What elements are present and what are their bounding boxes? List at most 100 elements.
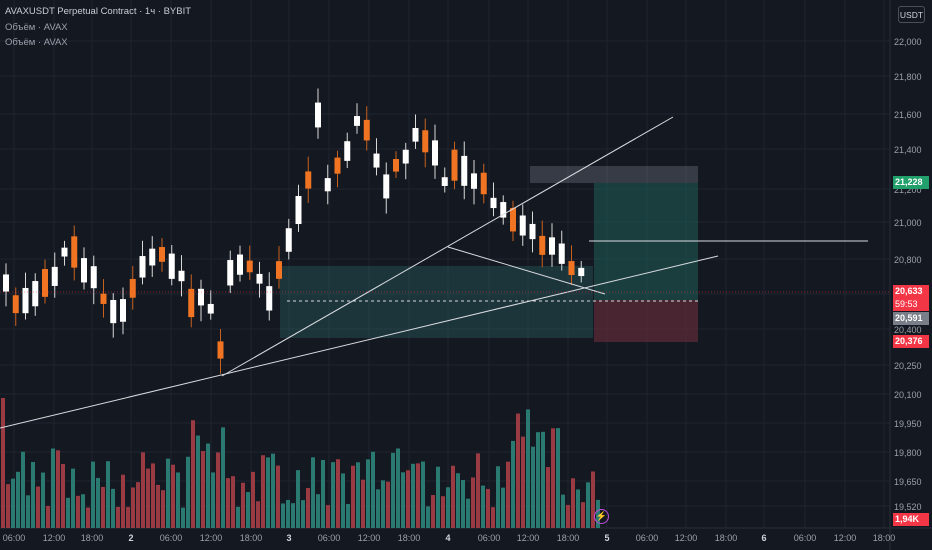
time-tick-label: 18:00 bbox=[714, 533, 738, 543]
candle-body bbox=[256, 273, 263, 284]
volume-bar bbox=[351, 465, 355, 528]
volume-indicator-label-1[interactable]: Объём · AVAX bbox=[5, 22, 68, 33]
candle-body bbox=[100, 293, 107, 304]
candle-body bbox=[363, 119, 370, 141]
volume-bar bbox=[206, 443, 210, 528]
volume-bar bbox=[371, 451, 375, 528]
price-tick-label: 19,950 bbox=[894, 419, 922, 429]
candle-body bbox=[237, 254, 243, 275]
time-tick-label: 6 bbox=[761, 533, 767, 543]
volume-bar bbox=[71, 468, 75, 528]
volume-indicator-label-2[interactable]: Объём · AVAX bbox=[5, 37, 68, 48]
candle-body bbox=[529, 223, 536, 240]
candle-body bbox=[451, 149, 458, 181]
candle-body bbox=[246, 260, 253, 273]
volume-bar bbox=[81, 494, 85, 528]
volume-bar bbox=[421, 461, 425, 528]
candle-body bbox=[61, 247, 68, 257]
price-tick-label: 21,600 bbox=[894, 110, 922, 120]
price-tick-label: 21,000 bbox=[894, 218, 922, 228]
volume-bar bbox=[436, 466, 440, 528]
volume-bar bbox=[246, 492, 250, 528]
time-tick-label: 2 bbox=[128, 533, 134, 543]
lightning-icon[interactable]: ⚡ bbox=[594, 509, 609, 524]
price-tick-label: 21,200 bbox=[894, 185, 922, 195]
volume-bar bbox=[106, 461, 110, 528]
candle-body bbox=[383, 174, 390, 199]
time-tick-label: 06:00 bbox=[159, 533, 183, 543]
time-tick-label: 3 bbox=[286, 533, 292, 543]
candle-body bbox=[295, 195, 302, 225]
volume-bar bbox=[271, 453, 275, 528]
volume-bar bbox=[181, 507, 185, 528]
stop-loss-badge: 20,376 bbox=[893, 335, 929, 348]
take-profit-badge: 21,228 bbox=[893, 176, 929, 189]
volume-badge: 1,94K bbox=[893, 513, 929, 526]
time-tick-label: 18:00 bbox=[239, 533, 263, 543]
volume-bar bbox=[21, 451, 25, 528]
candle-body bbox=[315, 102, 321, 128]
candle-body bbox=[578, 267, 585, 277]
candle-body bbox=[42, 269, 48, 297]
candle-body bbox=[3, 274, 9, 292]
volume-bar bbox=[256, 501, 260, 528]
volume-bar bbox=[581, 502, 585, 528]
stop-loss-zone bbox=[594, 300, 698, 342]
time-tick-label: 06:00 bbox=[477, 533, 501, 543]
volume-bar bbox=[541, 431, 545, 528]
volume-bar bbox=[306, 487, 310, 528]
volume-bar bbox=[91, 461, 95, 528]
volume-bar bbox=[221, 427, 225, 528]
volume-bar bbox=[11, 478, 15, 528]
volume-bar bbox=[296, 470, 300, 528]
volume-bar bbox=[291, 503, 295, 528]
price-tick-label: 21,400 bbox=[894, 145, 922, 155]
currency-button[interactable]: USDT bbox=[898, 6, 925, 23]
time-tick-label: 12:00 bbox=[357, 533, 381, 543]
volume-bar bbox=[476, 453, 480, 528]
volume-bar bbox=[136, 482, 140, 528]
volume-bar bbox=[46, 506, 50, 528]
volume-bar bbox=[586, 482, 590, 528]
rising-trend-line bbox=[221, 116, 674, 377]
candle-body bbox=[558, 243, 565, 264]
volume-bar bbox=[396, 448, 400, 528]
volume-bar bbox=[171, 464, 175, 528]
candle-body bbox=[266, 286, 273, 311]
candle-body bbox=[32, 281, 39, 307]
volume-bar bbox=[111, 488, 115, 528]
volume-bar bbox=[406, 470, 410, 528]
candle-body bbox=[441, 177, 448, 186]
volume-bar bbox=[321, 459, 325, 528]
price-tick-label: 21,800 bbox=[894, 72, 922, 82]
chart-title[interactable]: AVAXUSDT Perpetual Contract · 1ч · BYBIT bbox=[5, 6, 192, 17]
volume-bar bbox=[411, 463, 415, 528]
volume-bar bbox=[511, 440, 515, 528]
candle-body bbox=[354, 116, 360, 126]
volume-bar bbox=[226, 478, 230, 528]
time-tick-label: 18:00 bbox=[872, 533, 896, 543]
candle-body bbox=[519, 215, 526, 236]
volume-bar bbox=[286, 499, 290, 528]
time-tick-label: 12:00 bbox=[833, 533, 857, 543]
candle-body bbox=[490, 197, 497, 209]
volume-bar bbox=[211, 472, 215, 528]
time-tick-label: 12:00 bbox=[42, 533, 66, 543]
volume-bar bbox=[481, 485, 485, 528]
candle-body bbox=[500, 202, 507, 218]
volume-bar bbox=[241, 482, 245, 528]
candle-body bbox=[168, 253, 175, 279]
volume-bar bbox=[251, 471, 255, 528]
volume-bar bbox=[41, 472, 45, 528]
time-tick-label: 18:00 bbox=[397, 533, 421, 543]
volume-bar bbox=[501, 487, 505, 528]
volume-bar bbox=[51, 448, 55, 528]
volume-bar bbox=[526, 409, 530, 528]
volume-bar bbox=[456, 473, 460, 528]
volume-bar bbox=[471, 477, 475, 528]
time-tick-label: 18:00 bbox=[80, 533, 104, 543]
candle-body bbox=[188, 288, 195, 318]
volume-bar bbox=[571, 478, 575, 528]
